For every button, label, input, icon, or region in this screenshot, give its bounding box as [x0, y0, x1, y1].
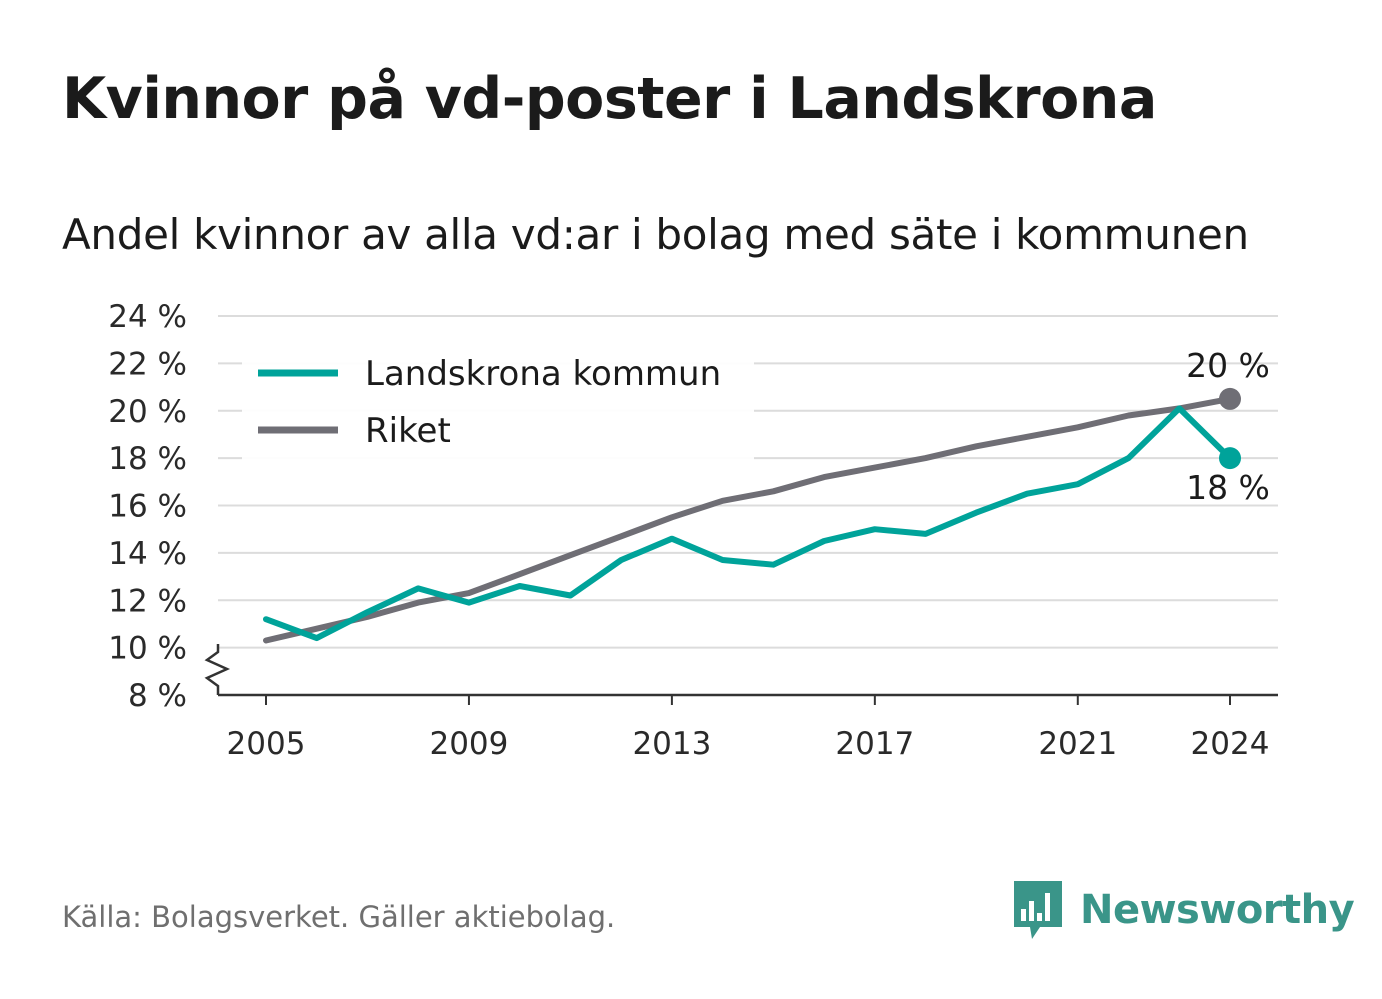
y-tick-label: 22 %	[108, 346, 187, 382]
series-end-point	[1219, 447, 1241, 470]
axis-break-icon	[204, 644, 231, 695]
y-tick-label: 8 %	[128, 678, 187, 714]
y-tick-label: 16 %	[108, 489, 187, 525]
series-end-point	[1219, 387, 1241, 410]
brand-logo: Newsworthy	[1012, 878, 1355, 942]
end-label-landskrona: 18 %	[1186, 468, 1270, 507]
x-tick-label: 2024	[1191, 726, 1270, 762]
y-tick-label: 10 %	[108, 631, 187, 667]
legend-background	[242, 338, 754, 464]
source-note: Källa: Bolagsverket. Gäller aktiebolag.	[62, 900, 616, 934]
end-label-riket: 20 %	[1186, 346, 1270, 385]
legend: Landskrona kommun Riket	[242, 338, 754, 464]
chart-title: Kvinnor på vd-poster i Landskrona	[62, 66, 1157, 132]
x-tick-label: 2017	[835, 726, 914, 762]
line-chart: 8 % 10 % 12 % 14 % 16 % 18 % 20 % 22 % 24 % 2005…	[108, 299, 1278, 762]
x-tick-label: 2009	[429, 726, 508, 762]
newsworthy-logo-icon	[1014, 881, 1062, 939]
y-tick-label: 20 %	[108, 394, 187, 430]
series-line-riket	[263, 395, 1233, 644]
series-line-landskrona	[263, 405, 1233, 642]
x-tick-label: 2013	[632, 726, 711, 762]
chart-subtitle: Andel kvinnor av alla vd:ar i bolag med …	[62, 210, 1249, 259]
y-tick-label: 18 %	[108, 441, 187, 477]
end-labels: 20 % 18 %	[1183, 346, 1273, 510]
x-axis: 2005 2009 2013 2017 2021 2024	[204, 644, 1278, 762]
series-lines	[263, 387, 1241, 644]
x-tick-label: 2005	[227, 726, 306, 762]
y-axis-ticks: 8 % 10 % 12 % 14 % 16 % 18 % 20 % 22 % 24 %	[108, 299, 187, 714]
brand-name: Newsworthy	[1080, 887, 1355, 933]
y-tick-label: 14 %	[108, 536, 187, 572]
legend-label: Landskrona kommun	[365, 354, 721, 394]
x-tick-label: 2021	[1038, 726, 1117, 762]
legend-label: Riket	[365, 411, 451, 451]
y-tick-label: 12 %	[108, 583, 187, 619]
y-tick-label: 24 %	[108, 299, 187, 335]
